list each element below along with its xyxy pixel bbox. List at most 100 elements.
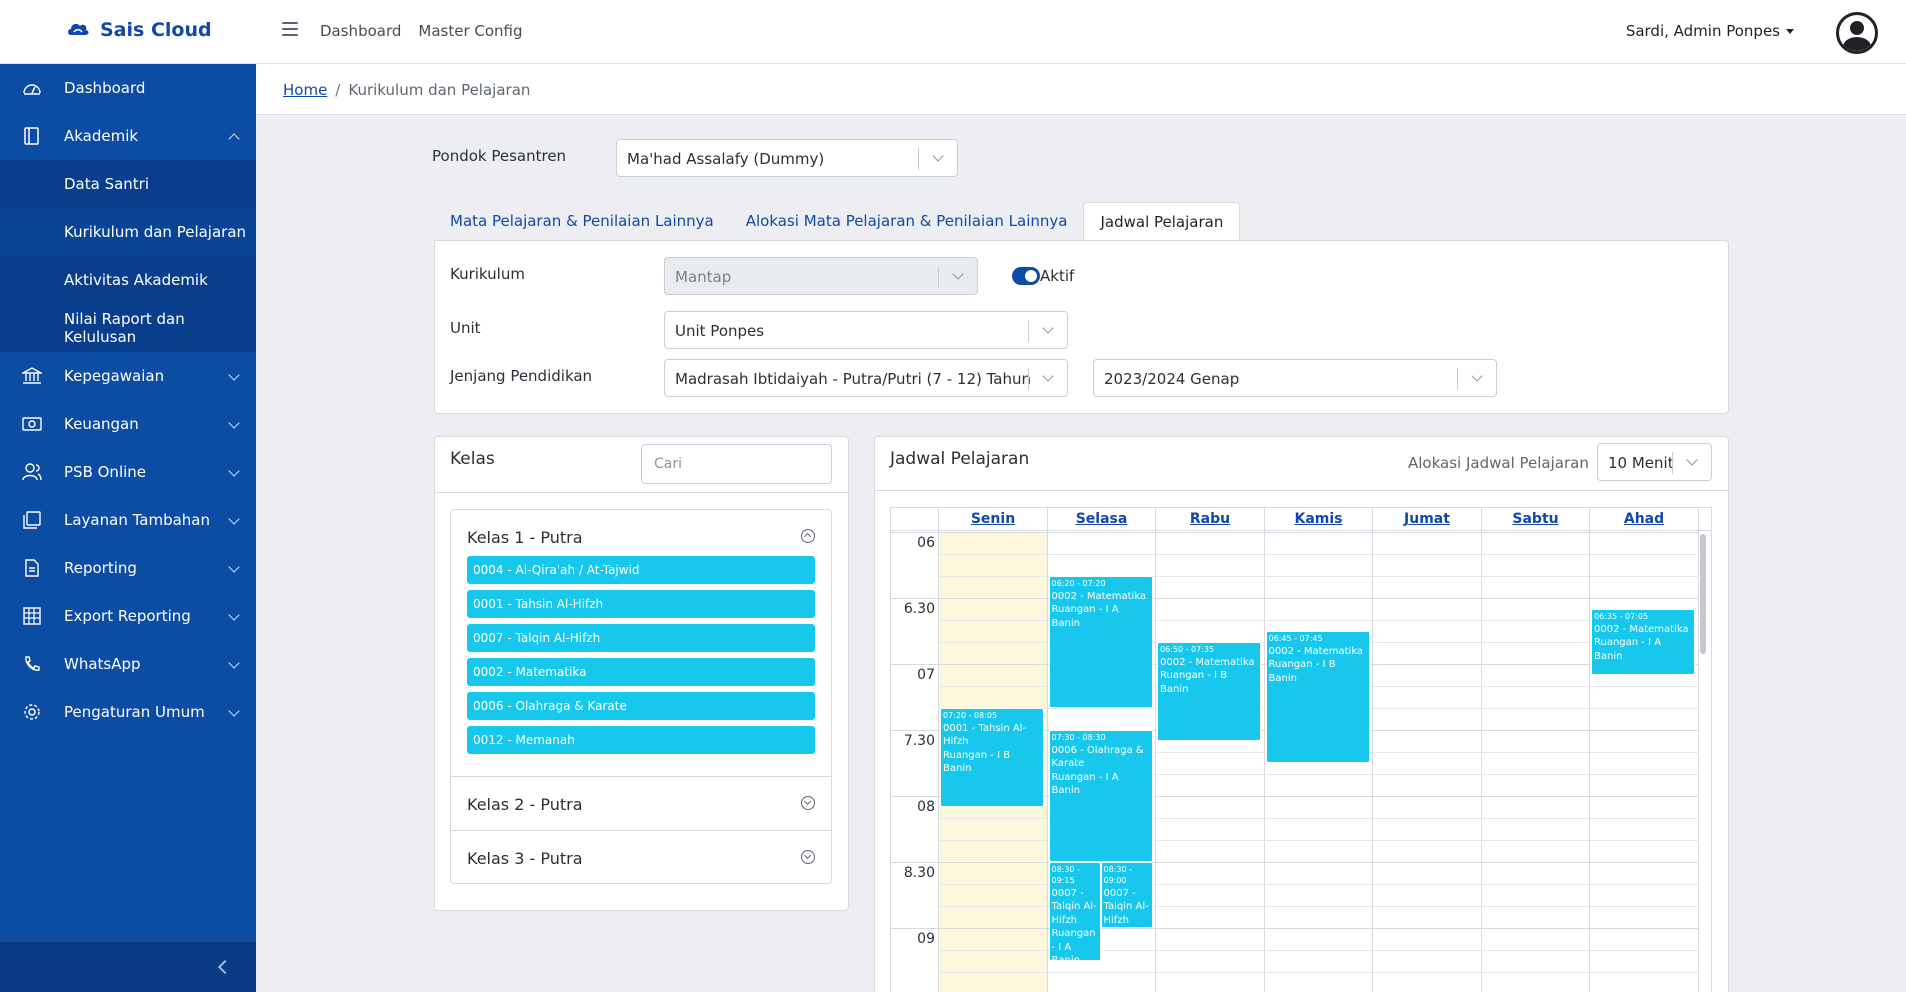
schedule-scrollbar[interactable] (1700, 534, 1706, 654)
alokasi-label: Alokasi Jadwal Pelajaran (1408, 454, 1589, 472)
kelas-group-header[interactable]: Kelas 3 - Putra (467, 849, 583, 868)
tab-alokasi[interactable]: Alokasi Mata Pelajaran & Penilaian Lainn… (745, 212, 1068, 230)
schedule-grid: Senin Selasa Rabu Kamis Jumat Sabtu Ahad 06 6.3… (890, 507, 1712, 992)
tabs: Mata Pelajaran & Penilaian Lainnya Aloka… (434, 202, 1241, 240)
sidebar-footer (0, 942, 256, 992)
users-icon (22, 463, 42, 481)
tab-jadwal-pelajaran[interactable]: Jadwal Pelajaran (1083, 202, 1241, 240)
day-header-rabu[interactable]: Rabu (1189, 511, 1231, 527)
subject-item[interactable]: 0004 - Al-Qira'ah / At-Tajwid (467, 556, 815, 584)
day-header-sabtu[interactable]: Sabtu (1512, 511, 1559, 527)
unit-select[interactable]: Unit Ponpes (664, 311, 1068, 349)
schedule-event[interactable]: 08:30 - 09:15 0007 - Talqin Al-Hifzh Ruang… (1048, 862, 1101, 961)
chevron-down-icon (228, 561, 240, 573)
sidebar-item-dashboard[interactable]: Dashboard (0, 64, 256, 112)
subject-item[interactable]: 0006 - Olahraga & Karate (467, 692, 815, 720)
schedule-event[interactable]: 06:35 - 07:05 0002 - Matematika Ruangan - … (1591, 609, 1695, 675)
book-icon (24, 127, 39, 145)
chevron-down-icon (228, 513, 240, 525)
sidebar-item-kurikulum[interactable]: Kurikulum dan Pelajaran (0, 208, 256, 256)
subject-item[interactable]: 0012 - Memanah (467, 726, 815, 754)
subject-item[interactable]: 0007 - Talqin Al-Hifzh (467, 624, 815, 652)
schedule-event[interactable]: 06:50 - 07:35 0002 - Matematika Ruangan - … (1157, 642, 1261, 741)
user-menu[interactable]: Sardi, Admin Ponpes (1626, 22, 1794, 40)
pondok-select[interactable]: Ma'had Assalafy (Dummy) (616, 139, 958, 177)
sidebar-item-export-reporting[interactable]: Export Reporting (0, 592, 256, 640)
time-label: 7.30 (903, 733, 935, 749)
kurikulum-label: Kurikulum (450, 265, 525, 283)
day-header-senin[interactable]: Senin (970, 511, 1016, 527)
day-header-ahad[interactable]: Ahad (1623, 511, 1665, 527)
chevron-down-icon (228, 705, 240, 717)
schedule-event[interactable]: 07:30 - 08:30 0006 - Olahraga & Karate Rua… (1048, 730, 1153, 862)
sidebar-item-psb-online[interactable]: PSB Online (0, 448, 256, 496)
chevron-down-circle-icon[interactable] (801, 850, 815, 864)
time-label: 6.30 (903, 601, 935, 617)
breadcrumb: Home / Kurikulum dan Pelajaran (256, 64, 1906, 115)
chevron-down-icon (228, 369, 240, 381)
cloud-logo-icon (68, 23, 89, 35)
sidebar-item-aktivitas-akademik[interactable]: Aktivitas Akademik (64, 271, 208, 289)
sidebar-item-keuangan[interactable]: Keuangan (0, 400, 256, 448)
kelas-group-header[interactable]: Kelas 1 - Putra (467, 528, 583, 547)
day-header-selasa[interactable]: Selasa (1075, 511, 1128, 527)
sidebar-item-pengaturan-umum[interactable]: Pengaturan Umum (0, 688, 256, 736)
aktif-label: Aktif (1040, 267, 1075, 285)
sidebar-item-akademik[interactable]: Akademik (0, 112, 256, 160)
day-header-jumat[interactable]: Jumat (1404, 511, 1450, 527)
money-icon (22, 417, 42, 431)
document-icon (25, 559, 39, 577)
grid-icon (23, 607, 41, 625)
sidebar-item-whatsapp[interactable]: WhatsApp (0, 640, 256, 688)
sidebar-item-layanan-tambahan[interactable]: Layanan Tambahan (0, 496, 256, 544)
schedule-event[interactable]: 07:20 - 08:05 0001 - Tahsin Al-Hifzh Ruang… (940, 708, 1044, 807)
semester-select[interactable]: 2023/2024 Genap (1093, 359, 1497, 397)
chevron-up-icon (228, 133, 240, 145)
tab-mata-pelajaran[interactable]: Mata Pelajaran & Penilaian Lainnya (450, 212, 714, 230)
time-label: 07 (917, 667, 935, 683)
menu-toggle-icon[interactable] (282, 22, 298, 36)
chevron-down-icon (1042, 370, 1054, 382)
time-label: 06 (917, 535, 935, 551)
topnav-master-config-link[interactable]: Master Config (418, 22, 523, 40)
subject-item[interactable]: 0001 - Tahsin Al-Hifzh (467, 590, 815, 618)
user-name: Sardi, Admin Ponpes (1625, 22, 1780, 40)
sidebar-item-data-santri[interactable]: Data Santri (64, 175, 150, 193)
kelas-search-input[interactable]: Cari (641, 444, 832, 484)
chevron-down-icon (228, 609, 240, 621)
chevron-down-circle-icon[interactable] (801, 796, 815, 810)
gear-icon (24, 704, 40, 720)
sidebar: Dashboard Akademik Data Santri Kurikulum… (0, 64, 256, 992)
topnav-dashboard-link[interactable]: Dashboard (320, 22, 402, 40)
chevron-down-icon (228, 465, 240, 477)
avatar[interactable] (1836, 12, 1878, 54)
alokasi-select[interactable]: 10 Menit (1597, 443, 1712, 481)
chevron-up-circle-icon[interactable] (801, 529, 815, 543)
subject-item[interactable]: 0002 - Matematika (467, 658, 815, 686)
schedule-header: Senin Selasa Rabu Kamis Jumat Sabtu Ahad (891, 507, 1711, 531)
collapse-sidebar-icon[interactable] (217, 959, 233, 975)
unit-label: Unit (450, 319, 481, 337)
jenjang-select[interactable]: Madrasah Ibtidaiyah - Putra/Putri (7 - 1… (664, 359, 1068, 397)
chevron-down-icon (932, 150, 944, 162)
pondok-label: Pondok Pesantren (432, 147, 567, 165)
aktif-toggle[interactable] (1012, 267, 1040, 285)
sidebar-item-kepegawaian[interactable]: Kepegawaian (0, 352, 256, 400)
filter-card (434, 240, 1729, 414)
chevron-down-icon (1471, 370, 1483, 382)
sidebar-item-nilai-raport[interactable]: Nilai Raport dan Kelulusan (64, 310, 185, 346)
day-header-kamis[interactable]: Kamis (1294, 511, 1343, 527)
chevron-down-icon (1686, 454, 1698, 466)
sidebar-item-reporting[interactable]: Reporting (0, 544, 256, 592)
chevron-down-icon (952, 268, 964, 280)
breadcrumb-home-link[interactable]: Home (283, 81, 328, 99)
layers-icon (23, 511, 41, 529)
schedule-event[interactable]: 06:45 - 07:45 0002 - Matematika Ruangan - … (1265, 631, 1370, 763)
app-logo[interactable]: Sais Cloud (64, 16, 212, 44)
schedule-event[interactable]: 06:20 - 07:20 0002 - Matematika Ruangan - … (1048, 576, 1153, 708)
kelas-group-header[interactable]: Kelas 2 - Putra (467, 795, 583, 814)
dashboard-icon (23, 84, 41, 95)
kelas-accordion: Kelas 1 - Putra 0004 - Al-Qira'ah / At-T… (450, 509, 832, 884)
jadwal-title: Jadwal Pelajaran (890, 449, 1030, 469)
